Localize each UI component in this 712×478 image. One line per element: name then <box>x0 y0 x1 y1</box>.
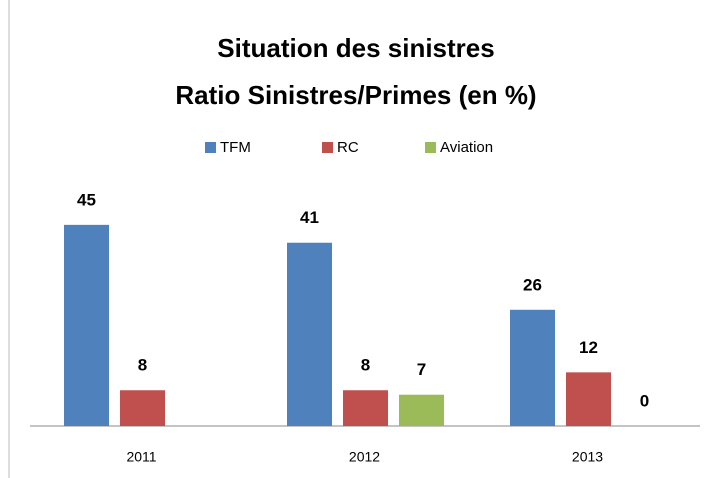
value-label: 12 <box>579 338 598 357</box>
bar <box>287 242 332 426</box>
value-label: 0 <box>640 391 649 410</box>
legend-label: TFM <box>220 139 251 156</box>
bar <box>120 390 165 426</box>
legend-swatch <box>205 142 216 153</box>
bar <box>343 390 388 426</box>
legend-label: Aviation <box>440 139 493 156</box>
x-tick-label: 2012 <box>349 449 380 465</box>
legend-label: RC <box>337 139 359 156</box>
legend-swatch <box>425 142 436 153</box>
value-label: 8 <box>361 356 370 375</box>
chart-title: Situation des sinistres <box>217 33 494 63</box>
bar <box>399 394 444 426</box>
x-tick-label: 2011 <box>126 449 156 465</box>
value-label: 7 <box>417 360 426 379</box>
value-label: 41 <box>300 208 319 227</box>
value-label: 26 <box>523 275 542 294</box>
bar <box>566 372 611 426</box>
legend-swatch <box>322 142 333 153</box>
value-label: 8 <box>138 356 147 375</box>
bar <box>510 309 555 426</box>
x-tick-label: 2013 <box>572 449 603 465</box>
chart-subtitle: Ratio Sinistres/Primes (en %) <box>175 80 536 110</box>
value-label: 45 <box>77 190 96 209</box>
bar <box>64 224 109 426</box>
